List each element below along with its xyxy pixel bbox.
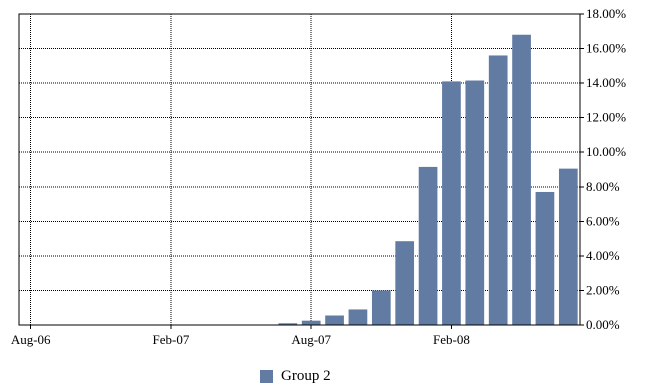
bar bbox=[371, 290, 391, 325]
bar bbox=[348, 309, 368, 325]
x-tick-label: Feb-08 bbox=[433, 332, 470, 347]
y-axis-ticks: 0.00% 2.00% 4.00% 6.00% 8.00% 10.00% 12.00% 14.… bbox=[580, 6, 626, 332]
y-tick-label: 0.00% bbox=[586, 317, 620, 332]
y-tick-label: 8.00% bbox=[586, 179, 620, 194]
y-tick-label: 12.00% bbox=[586, 110, 626, 125]
plot-area-border bbox=[18, 13, 581, 326]
bar bbox=[442, 81, 461, 325]
y-tick-label: 18.00% bbox=[586, 6, 626, 21]
bar bbox=[465, 80, 485, 326]
x-tick-label: Aug-07 bbox=[291, 332, 331, 347]
bar bbox=[301, 320, 321, 325]
bar-series bbox=[278, 34, 578, 326]
legend-swatch bbox=[260, 370, 273, 383]
bar bbox=[558, 168, 578, 325]
y-tick-label: 6.00% bbox=[586, 213, 620, 228]
plot-frame bbox=[18, 13, 581, 326]
y-tick-label: 16.00% bbox=[586, 41, 626, 56]
x-tick-label: Aug-06 bbox=[11, 332, 51, 347]
bar bbox=[395, 241, 415, 325]
bar bbox=[535, 191, 555, 325]
x-axis-ticks: Aug-06 Feb-07 Aug-07 Feb-08 bbox=[11, 325, 470, 347]
legend-label: Group 2 bbox=[281, 368, 331, 384]
bar bbox=[488, 55, 508, 325]
y-tick-label: 4.00% bbox=[586, 248, 620, 263]
bar bbox=[418, 166, 438, 325]
gridlines bbox=[19, 14, 580, 325]
bar bbox=[278, 323, 298, 325]
x-tick-label: Feb-07 bbox=[153, 332, 190, 347]
y-tick-label: 14.00% bbox=[586, 75, 626, 90]
bar bbox=[512, 34, 531, 325]
y-tick-label: 2.00% bbox=[586, 282, 620, 297]
legend: Group 2 bbox=[260, 368, 331, 385]
bar bbox=[325, 315, 344, 325]
y-tick-label: 10.00% bbox=[586, 144, 626, 159]
